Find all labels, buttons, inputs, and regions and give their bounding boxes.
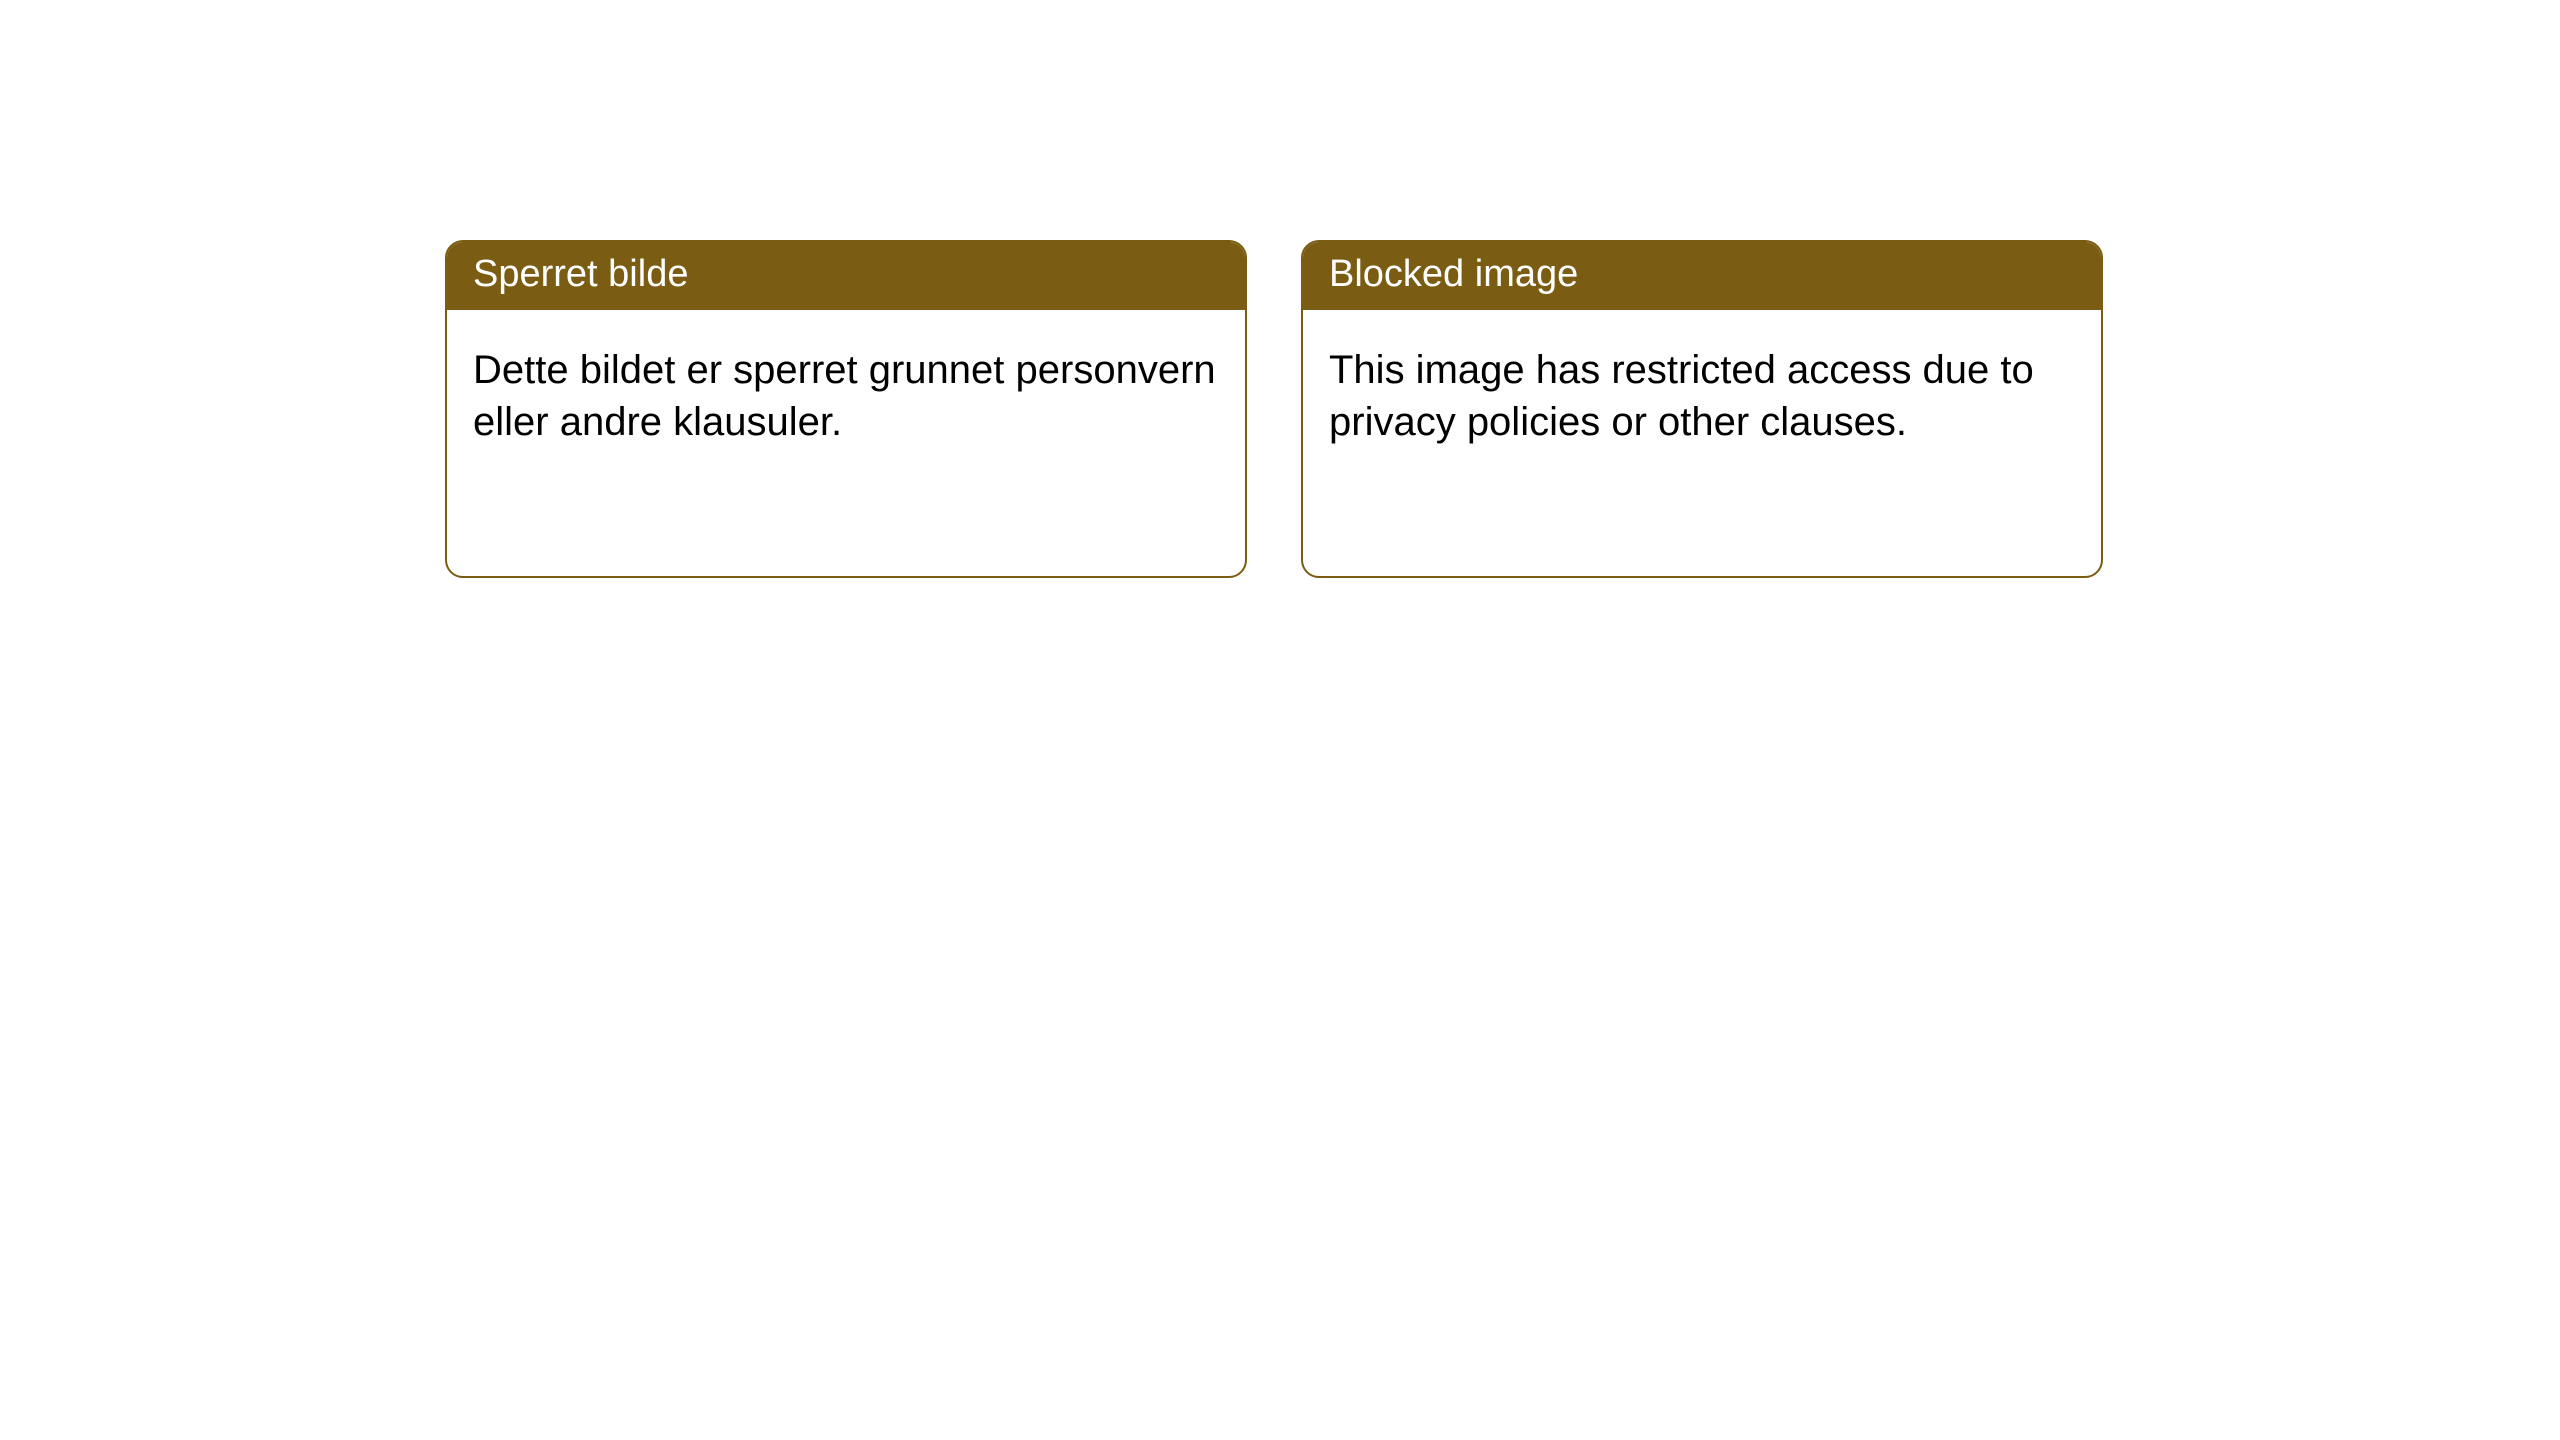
- card-title: Sperret bilde: [473, 253, 688, 295]
- card-header-norwegian: Sperret bilde: [447, 242, 1245, 310]
- notice-container: Sperret bilde Dette bildet er sperret gr…: [0, 0, 2560, 578]
- card-title: Blocked image: [1329, 253, 1578, 295]
- card-header-english: Blocked image: [1303, 242, 2101, 310]
- card-text: Dette bildet er sperret grunnet personve…: [473, 348, 1216, 444]
- card-body-english: This image has restricted access due to …: [1303, 310, 2101, 482]
- card-text: This image has restricted access due to …: [1329, 348, 2034, 444]
- blocked-image-card-english: Blocked image This image has restricted …: [1301, 240, 2103, 578]
- card-body-norwegian: Dette bildet er sperret grunnet personve…: [447, 310, 1245, 482]
- blocked-image-card-norwegian: Sperret bilde Dette bildet er sperret gr…: [445, 240, 1247, 578]
